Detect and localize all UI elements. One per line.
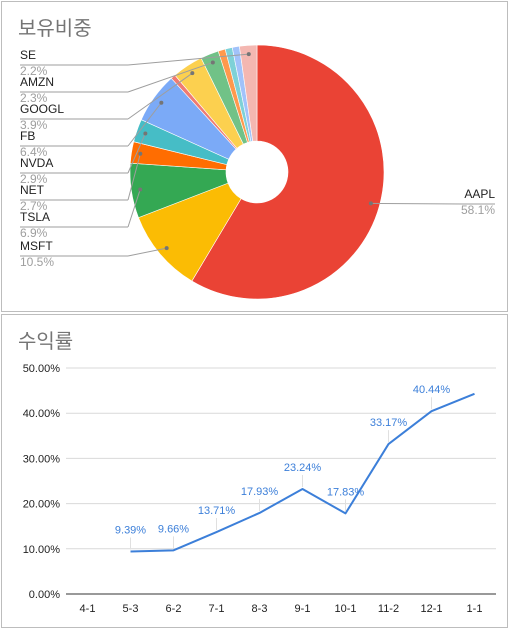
leader-fb [127, 102, 162, 147]
x-tick-label: 11-2 [378, 603, 399, 615]
value-nvda: 2.9% [20, 172, 48, 186]
x-tick-label: 5-3 [123, 603, 139, 615]
value-aapl: 58.1% [461, 203, 495, 217]
y-tick-label: 20.00% [23, 499, 61, 511]
pie-chart-panel: 보유비중 AAPL 58.1% MSFT 10.5% TSLA 6.9% NET 2.7% NV… [1, 1, 508, 312]
leader-dot-msft [164, 246, 169, 251]
leader-dot-googl [190, 71, 195, 76]
leader-dot-net [138, 151, 143, 156]
label-fb: FB [20, 129, 35, 143]
value-msft: 10.5% [20, 255, 54, 269]
value-fb: 6.4% [20, 145, 48, 159]
leader-dot-se [246, 52, 251, 57]
value-se: 2.2% [20, 64, 48, 78]
label-tsla: TSLA [20, 210, 50, 224]
leader-dot-aapl [368, 201, 373, 206]
label-net: NET [20, 183, 45, 197]
x-tick-label: 4-1 [80, 603, 96, 615]
value-googl: 3.9% [20, 118, 48, 132]
leader-nvda [127, 133, 146, 174]
label-se: SE [20, 48, 36, 62]
data-label: 40.44% [413, 384, 451, 396]
leader-dot-amzn [210, 60, 215, 65]
data-label: 9.39% [115, 525, 146, 537]
leader-aapl [370, 202, 465, 205]
pie-chart-title: 보유비중 [18, 16, 92, 40]
y-tick-label: 40.00% [23, 408, 61, 420]
y-tick-label: 0.00% [29, 589, 60, 601]
y-tick-label: 30.00% [23, 453, 61, 465]
value-amzn: 2.3% [20, 91, 48, 105]
value-tsla: 6.9% [20, 226, 48, 240]
data-label: 9.66% [158, 523, 189, 535]
label-amzn: AMZN [20, 75, 54, 89]
line-chart-title: 수익률 [18, 329, 74, 353]
label-msft: MSFT [20, 239, 53, 253]
leader-msft [127, 247, 167, 257]
leader-googl [127, 72, 193, 120]
pie-slice-se [239, 44, 258, 142]
leader-dot-fb [159, 100, 164, 105]
data-label: 13.71% [198, 505, 236, 517]
x-tick-label: 7-1 [209, 603, 225, 615]
x-tick-label: 8-3 [252, 603, 268, 615]
x-tick-label: 9-1 [295, 603, 311, 615]
data-label: 33.17% [370, 417, 408, 429]
line-chart-panel: 수익률 0.00% 10.00% 20.00% 30.00% 40.00% 50.00% 4… [1, 314, 508, 628]
label-nvda: NVDA [20, 156, 53, 170]
x-tick-label: 12-1 [420, 603, 442, 615]
label-googl: GOOGL [20, 102, 64, 116]
line-chart: 0.00% 10.00% 20.00% 30.00% 40.00% 50.00% 4-1 5-… [23, 363, 496, 615]
y-tick-label: 50.00% [23, 363, 61, 375]
data-label: 23.24% [284, 462, 322, 474]
series-line [130, 392, 475, 553]
leader-tsla [127, 189, 141, 228]
leader-net [127, 153, 141, 201]
label-aapl: AAPL [464, 187, 495, 201]
data-label: 17.83% [327, 486, 365, 498]
leader-dot-tsla [138, 187, 143, 192]
y-tick-label: 10.00% [23, 544, 61, 556]
data-label: 17.93% [241, 486, 279, 498]
x-tick-label: 10-1 [334, 603, 356, 615]
pie-slice-aapl [191, 44, 385, 300]
leader-amzn [127, 61, 214, 93]
pie-chart: AAPL 58.1% MSFT 10.5% TSLA 6.9% NET 2.7% NVDA 2.9… [20, 44, 495, 300]
x-tick-label: 1-1 [467, 603, 483, 615]
leader-se [127, 53, 249, 66]
x-tick-label: 6-2 [166, 603, 182, 615]
leader-dot-nvda [143, 131, 148, 136]
value-net: 2.7% [20, 199, 48, 213]
